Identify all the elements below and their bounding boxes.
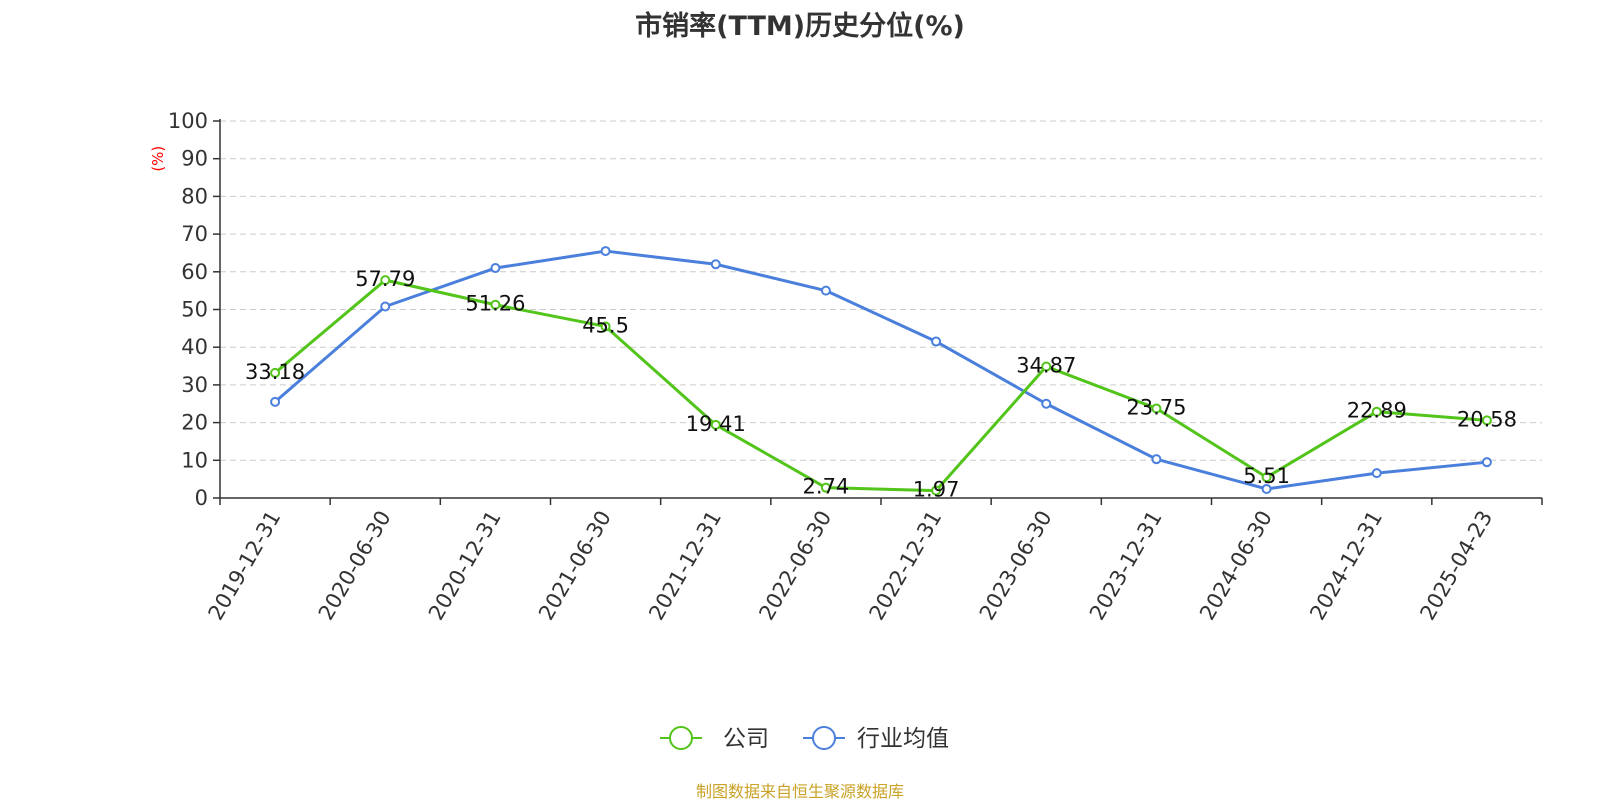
data-label: 33.18 [245, 360, 305, 384]
legend-item-0[interactable]: 公司 [660, 726, 769, 752]
y-tick-label: 100 [168, 109, 208, 133]
x-tick-label: 2024-06-30 [1195, 507, 1277, 625]
y-tick-label: 10 [181, 448, 208, 472]
series-lines [270, 246, 1492, 496]
y-tick-label: 0 [195, 486, 208, 510]
data-label: 2.74 [803, 475, 850, 499]
source-note: 制图数据来自恒生聚源数据库 [695, 782, 904, 801]
x-tick-label: 2022-12-31 [865, 507, 947, 625]
data-point [380, 301, 391, 312]
y-tick-label: 30 [181, 373, 208, 397]
data-point [270, 367, 281, 378]
x-tick-label: 2023-06-30 [975, 507, 1057, 625]
data-point [380, 275, 391, 286]
data-point [931, 485, 942, 496]
data-point [1041, 361, 1052, 372]
y-tick-label: 40 [181, 335, 208, 359]
legend-item-1[interactable]: 行业均值 [803, 726, 949, 752]
data-label: 5.51 [1243, 464, 1290, 488]
data-point [1261, 483, 1272, 494]
x-tick-label: 2019-12-31 [204, 507, 286, 625]
x-tick-label: 2020-06-30 [314, 507, 396, 625]
data-point [1371, 468, 1382, 479]
data-point [490, 263, 501, 274]
data-point [600, 321, 611, 332]
y-tick-label: 70 [181, 222, 208, 246]
data-point [600, 246, 611, 257]
axes: 0 10 20 30 40 50 60 70 80 90 100(%) 2019-12-31 2020-… [149, 109, 1543, 625]
data-point [1481, 415, 1492, 426]
y-tick-label: 20 [181, 411, 208, 435]
x-tick-label: 2023-12-31 [1085, 507, 1167, 625]
data-point [931, 336, 942, 347]
x-tick-label: 2024-12-31 [1305, 507, 1387, 625]
series-line-1 [274, 249, 1488, 491]
data-label: 57.79 [355, 267, 415, 291]
data-point [1151, 403, 1162, 414]
data-label: 51.26 [465, 292, 525, 316]
data-point [1261, 472, 1272, 483]
legend[interactable]: 公司 行业均值 [660, 726, 949, 752]
y-axis-label: (%) [149, 146, 167, 172]
data-point [710, 419, 721, 430]
x-tick-label: 2025-04-23 [1415, 507, 1497, 625]
data-point [820, 482, 831, 493]
grid-lines [220, 120, 1542, 461]
x-tick-label: 2021-06-30 [534, 507, 616, 625]
y-tick-label: 90 [181, 147, 208, 171]
data-label: 23.75 [1126, 395, 1186, 419]
data-point [1151, 454, 1162, 465]
x-tick-label: 2022-06-30 [754, 507, 836, 625]
data-labels: 33.18 57.79 51.26 45.5 19.41 2.74 1.97 34.87 23.… [245, 267, 1517, 501]
data-point [270, 396, 281, 407]
x-tick-label: 2021-12-31 [644, 507, 726, 625]
data-point [710, 259, 721, 270]
data-label: 34.87 [1016, 354, 1076, 378]
data-point [820, 285, 831, 296]
x-tick-label: 2020-12-31 [424, 507, 506, 625]
data-point [490, 299, 501, 310]
data-label: 22.89 [1347, 399, 1407, 423]
data-label: 45.5 [582, 313, 629, 337]
data-point [1481, 457, 1492, 468]
data-label: 1.97 [913, 478, 960, 502]
legend-marker [812, 726, 836, 750]
y-tick-label: 80 [181, 184, 208, 208]
series-line-0 [274, 278, 1488, 493]
y-tick-label: 50 [181, 298, 208, 322]
data-point [1371, 406, 1382, 417]
legend-marker [669, 726, 693, 750]
data-label: 20.58 [1457, 407, 1517, 431]
data-label: 19.41 [686, 412, 746, 436]
chart-title: 市销率(TTM)历史分位(%) [635, 11, 965, 42]
y-tick-label: 60 [181, 260, 208, 284]
legend-label: 公司 [723, 726, 769, 752]
legend-label: 行业均值 [857, 726, 949, 752]
data-point [1041, 398, 1052, 409]
